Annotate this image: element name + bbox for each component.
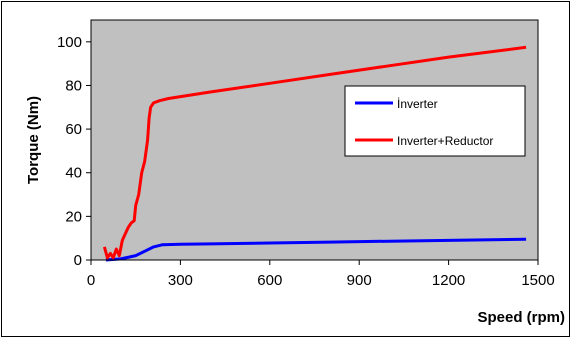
y-tick-label: 60 <box>65 121 82 138</box>
legend-label-inverter-reductor: Inverter+Reductor <box>397 134 493 148</box>
x-axis-title: Speed (rpm) <box>477 309 565 326</box>
y-tick-label: 80 <box>65 77 82 94</box>
legend-label-inverter: İnverter <box>397 97 438 111</box>
x-tick-label: 1200 <box>432 272 465 289</box>
x-tick-label: 1500 <box>521 272 554 289</box>
y-tick-label: 0 <box>74 252 82 269</box>
y-axis-title: Torque (Nm) <box>25 96 42 184</box>
x-tick-label: 600 <box>257 272 282 289</box>
legend: İnverter Inverter+Reductor <box>345 86 525 156</box>
y-tick-label: 20 <box>65 208 82 225</box>
x-tick-label: 0 <box>87 272 95 289</box>
y-tick-label: 40 <box>65 165 82 182</box>
x-tick-label: 300 <box>168 272 193 289</box>
x-tick-label: 900 <box>347 272 372 289</box>
y-tick-label: 100 <box>57 34 82 51</box>
